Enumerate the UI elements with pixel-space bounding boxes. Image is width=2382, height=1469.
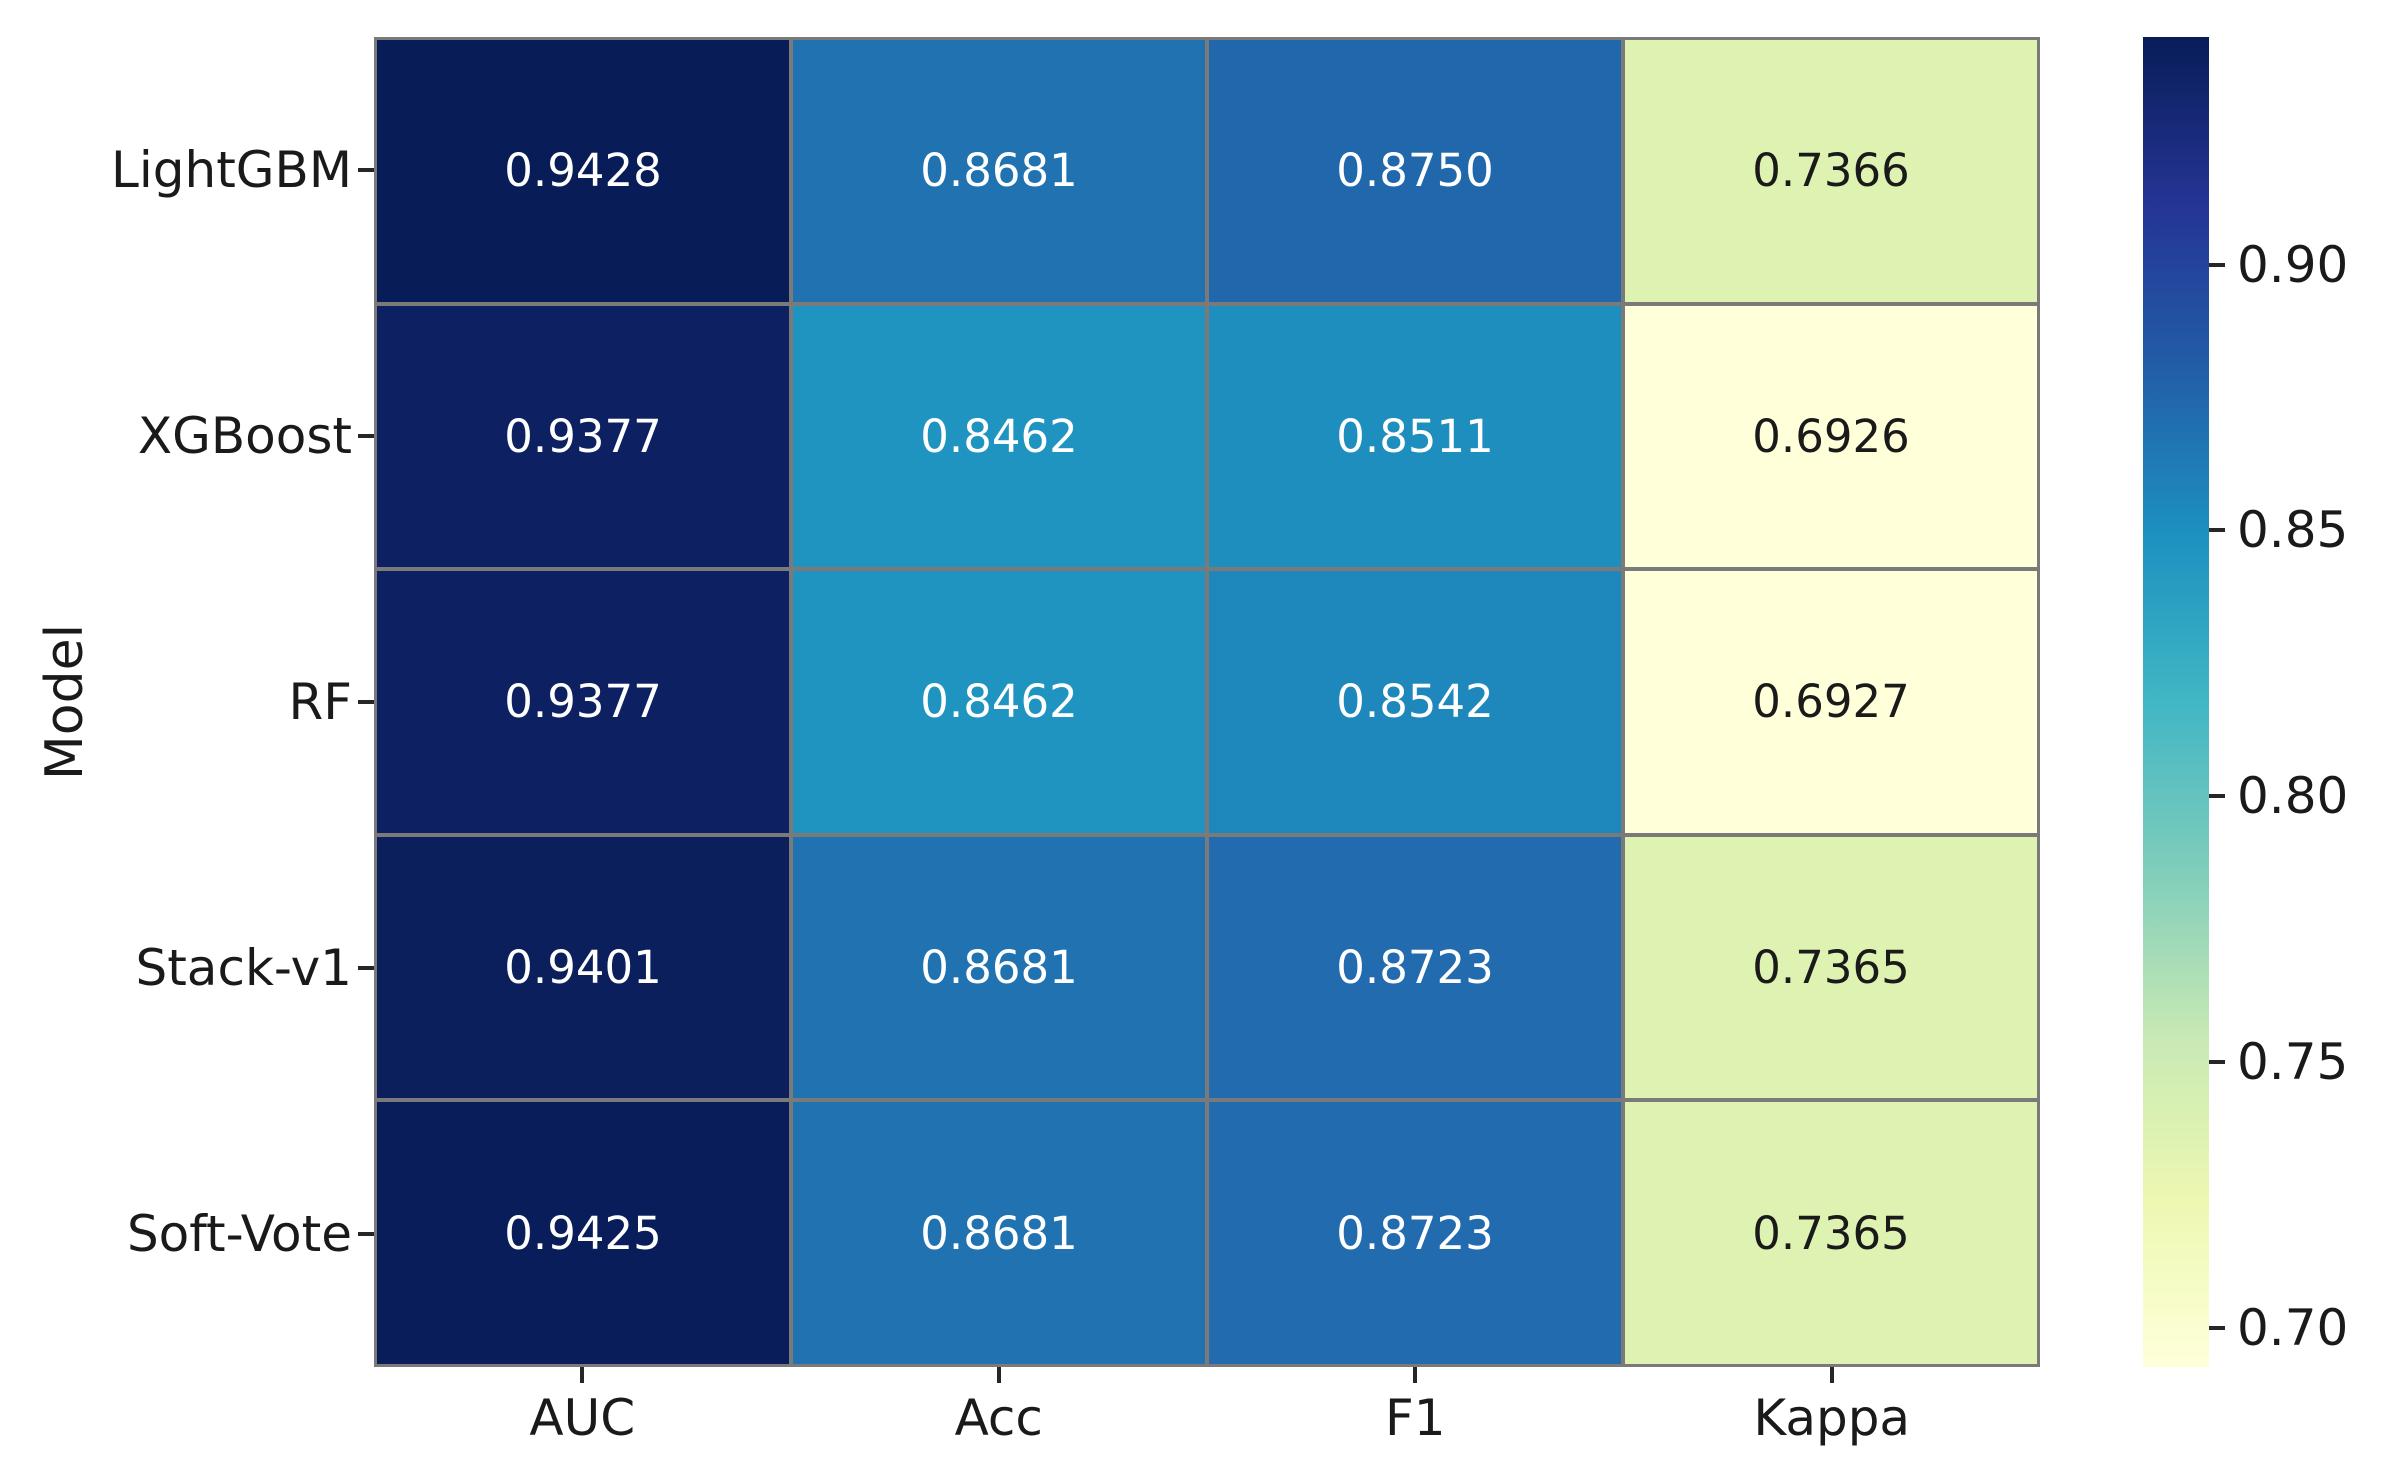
cell-value: 0.8750 [1336,144,1494,198]
colorbar-tick-mark [2209,794,2225,799]
heatmap-cell: 0.9401 [377,836,789,1099]
y-tick-label: LightGBM [111,141,352,199]
cell-value: 0.8511 [1336,409,1494,463]
cell-value: 0.9425 [504,1206,662,1260]
y-tick-label: RF [288,673,352,731]
cell-value: 0.8723 [1336,941,1494,995]
x-tick-label: Kappa [1753,1389,1911,1447]
cell-value: 0.8462 [920,675,1078,729]
cell-value: 0.9401 [504,941,662,995]
heatmap-cell: 0.8681 [793,1102,1205,1364]
cell-value: 0.9428 [504,144,662,198]
heatmap-cell: 0.6926 [1625,305,2037,568]
heatmap-cell: 0.8542 [1209,571,1621,833]
x-tick-mark [1829,1367,1834,1383]
colorbar-tick-label: 0.90 [2237,235,2349,294]
y-tick-mark [358,966,374,970]
heatmap-cell: 0.8511 [1209,305,1621,568]
cell-value: 0.8681 [920,144,1078,198]
cell-value: 0.9377 [504,409,662,463]
heatmap-cell: 0.9377 [377,305,789,568]
y-tick-mark [358,1232,374,1236]
x-tick-mark [1413,1367,1418,1383]
cell-value: 0.6926 [1752,409,1910,463]
colorbar-tick-mark [2209,1325,2225,1330]
colorbar-tick-mark [2209,1059,2225,1064]
colorbar-tick-label: 0.85 [2237,501,2349,560]
cell-value: 0.8462 [920,409,1078,463]
heatmap-cell: 0.6927 [1625,571,2037,833]
heatmap-cell: 0.8462 [793,305,1205,568]
cell-value: 0.8681 [920,941,1078,995]
y-tick-label: Stack-v1 [135,939,352,997]
y-tick-mark [358,700,374,704]
colorbar-tick-label: 0.75 [2237,1032,2349,1091]
x-tick-mark [580,1367,585,1383]
heatmap-cell: 0.8681 [793,40,1205,302]
colorbar-gradient [2143,37,2209,1367]
heatmap-cell: 0.9377 [377,571,789,833]
heatmap-grid: 0.9428 0.8681 0.8750 0.7366 0.9377 0.8462 0.85… [374,37,2040,1367]
y-tick-label: Soft-Vote [126,1205,352,1263]
heatmap-cell: 0.7365 [1625,836,2037,1099]
heatmap-cell: 0.7365 [1625,1102,2037,1364]
colorbar-tick-mark [2209,262,2225,267]
y-tick-mark [358,434,374,438]
x-tick-label: F1 [1384,1389,1446,1447]
x-tick-label: Acc [954,1389,1043,1447]
colorbar-tick-mark [2209,528,2225,533]
cell-value: 0.9377 [504,675,662,729]
y-tick-label: XGBoost [137,407,352,465]
cell-value: 0.8542 [1336,675,1494,729]
cell-value: 0.6927 [1752,675,1910,729]
heatmap-cell: 0.8681 [793,836,1205,1099]
cell-value: 0.7365 [1752,941,1910,995]
colorbar-tick-label: 0.80 [2237,767,2349,826]
x-tick-mark [996,1367,1001,1383]
y-tick-mark [358,168,374,172]
colorbar-tick-label: 0.70 [2237,1298,2349,1357]
cell-value: 0.8723 [1336,1206,1494,1260]
cell-value: 0.7365 [1752,1206,1910,1260]
x-tick-label: AUC [529,1389,636,1447]
heatmap-cell: 0.9428 [377,40,789,302]
heatmap-cell: 0.8723 [1209,836,1621,1099]
heatmap-cell: 0.8723 [1209,1102,1621,1364]
heatmap-cell: 0.7366 [1625,40,2037,302]
heatmap-cell: 0.8750 [1209,40,1621,302]
cell-value: 0.8681 [920,1206,1078,1260]
heatmap-cell: 0.8462 [793,571,1205,833]
heatmap-cell: 0.9425 [377,1102,789,1364]
cell-value: 0.7366 [1752,144,1910,198]
